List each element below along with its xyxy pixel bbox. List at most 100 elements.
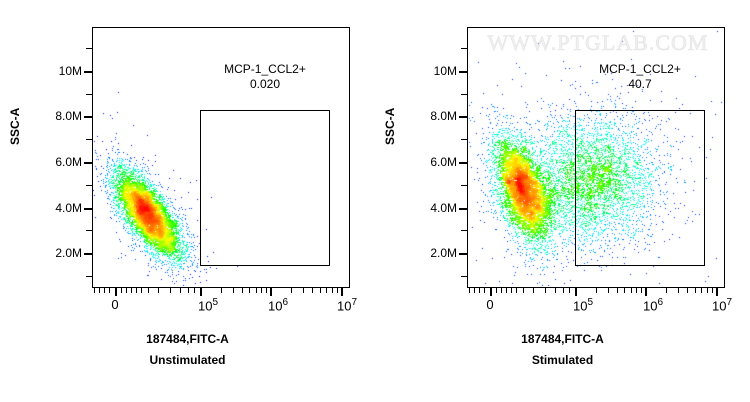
x-tick-minor <box>516 288 518 293</box>
x-axis-title: 187484,FITC-A <box>521 332 604 346</box>
condition-label: Unstimulated <box>149 353 226 367</box>
x-tick-minor <box>631 288 633 293</box>
x-axis-title: 187484,FITC-A <box>146 332 229 346</box>
x-tick-minor <box>303 288 305 293</box>
y-tick-label-4M: 4.0M <box>430 201 457 215</box>
y-tick-major <box>84 71 92 73</box>
x-tick-minor <box>158 288 160 293</box>
x-tick-label-1e5: 105 <box>572 297 594 314</box>
x-tick-minor <box>624 288 626 293</box>
x-tick-minor <box>99 288 101 293</box>
panel-unstimulated: SSC-A 10M 8.0M 6.0M 4.0M 2.0M MCP-1_CCL2… <box>8 0 357 367</box>
plot-area <box>93 28 349 287</box>
y-tick-minor <box>86 48 92 50</box>
x-tick-major-0 <box>490 288 492 296</box>
x-tick-minor <box>194 288 196 293</box>
x-tick-minor <box>94 288 96 293</box>
y-tick-label-group: 10M 8.0M 6.0M 4.0M 2.0M <box>405 0 457 261</box>
gate-name: MCP-1_CCL2+ <box>224 62 306 76</box>
x-tick-minor <box>136 288 138 293</box>
x-tick-major-1e6 <box>645 288 647 296</box>
y-tick-minor <box>86 276 92 278</box>
y-tick-major <box>459 71 467 73</box>
plot-frame <box>92 27 350 288</box>
y-tick-label-6M: 6.0M <box>55 155 82 169</box>
x-tick-minor <box>104 288 106 293</box>
x-tick-label-0: 0 <box>111 297 119 312</box>
x-tick-minor <box>523 288 525 293</box>
condition-label: Stimulated <box>531 353 594 367</box>
x-tick-minor <box>608 288 610 293</box>
x-tick-minor <box>131 288 133 293</box>
y-tick-major <box>84 253 92 255</box>
x-tick-label-1e7: 107 <box>711 297 733 314</box>
x-tick-minor <box>261 288 263 293</box>
x-tick-minor <box>479 288 481 293</box>
y-tick-minor <box>461 48 467 50</box>
gate-rectangle-unstimulated[interactable] <box>200 110 330 266</box>
y-tick-minor <box>461 185 467 187</box>
x-tick-minor <box>291 288 293 293</box>
y-tick-label-2M: 2.0M <box>55 246 82 260</box>
gate-rectangle-stimulated[interactable] <box>575 110 705 266</box>
x-tick-minor <box>256 288 258 293</box>
panel-stimulated: SSC-A 10M 8.0M 6.0M 4.0M 2.0M WWW.PTGLAB… <box>375 0 750 402</box>
x-tick-minor <box>678 288 680 293</box>
y-tick-minor <box>461 276 467 278</box>
x-tick-minor <box>126 288 128 293</box>
x-tick-minor <box>641 288 643 293</box>
y-tick-major <box>459 253 467 255</box>
x-tick-label-1e6: 106 <box>267 297 289 314</box>
x-tick-minor <box>687 288 689 293</box>
x-tick-minor <box>170 288 172 293</box>
x-tick-minor <box>496 288 498 293</box>
x-tick-minor <box>141 288 143 293</box>
x-tick-minor <box>712 288 714 293</box>
y-tick-label-6M: 6.0M <box>430 155 457 169</box>
x-tick-minor <box>474 288 476 293</box>
x-tick-minor <box>569 288 571 293</box>
x-tick-minor <box>596 288 598 293</box>
x-tick-minor <box>484 288 486 293</box>
gate-name: MCP-1_CCL2+ <box>599 62 681 76</box>
plot-frame: WWW.PTGLAB.COM <box>467 27 725 288</box>
y-axis-title: SSC-A <box>8 107 22 145</box>
x-tick-minor <box>221 288 223 293</box>
x-tick-minor <box>180 288 182 293</box>
x-tick-minor <box>617 288 619 293</box>
x-tick-minor <box>249 288 251 293</box>
x-tick-label-0: 0 <box>486 297 494 312</box>
y-tick-minor <box>461 94 467 96</box>
x-tick-minor <box>701 288 703 293</box>
x-tick-minor <box>666 288 668 293</box>
y-tick-label-10M: 10M <box>58 64 82 78</box>
x-tick-minor <box>326 288 328 293</box>
y-tick-label-10M: 10M <box>433 64 457 78</box>
x-tick-minor <box>312 288 314 293</box>
x-tick-minor <box>555 288 557 293</box>
y-tick-label-2M: 2.0M <box>430 246 457 260</box>
y-tick-label-4M: 4.0M <box>55 201 82 215</box>
x-tick-minor <box>242 288 244 293</box>
gate-label-unstimulated: MCP-1_CCL2+ 0.020 <box>200 62 330 92</box>
x-tick-minor <box>545 288 547 293</box>
x-tick-minor <box>563 288 565 293</box>
x-tick-label-1e6: 106 <box>642 297 664 314</box>
gate-label-stimulated: MCP-1_CCL2+ 40.7 <box>575 62 705 92</box>
x-tick-minor <box>695 288 697 293</box>
scatter-plot-unstimulated <box>93 28 348 286</box>
y-tick-minor <box>86 185 92 187</box>
scatter-plot-stimulated <box>468 28 723 286</box>
x-tick-minor <box>148 288 150 293</box>
x-tick-major-1e7 <box>341 288 343 296</box>
x-tick-major-1e5 <box>575 288 577 296</box>
y-axis-title: SSC-A <box>383 107 397 145</box>
y-tick-label-8M: 8.0M <box>430 109 457 123</box>
y-tick-minor <box>86 139 92 141</box>
x-tick-major-1e6 <box>270 288 272 296</box>
y-tick-major <box>459 208 467 210</box>
y-tick-label-group: 10M 8.0M 6.0M 4.0M 2.0M <box>30 0 82 261</box>
y-tick-major <box>459 116 467 118</box>
y-tick-label-8M: 8.0M <box>55 109 82 123</box>
